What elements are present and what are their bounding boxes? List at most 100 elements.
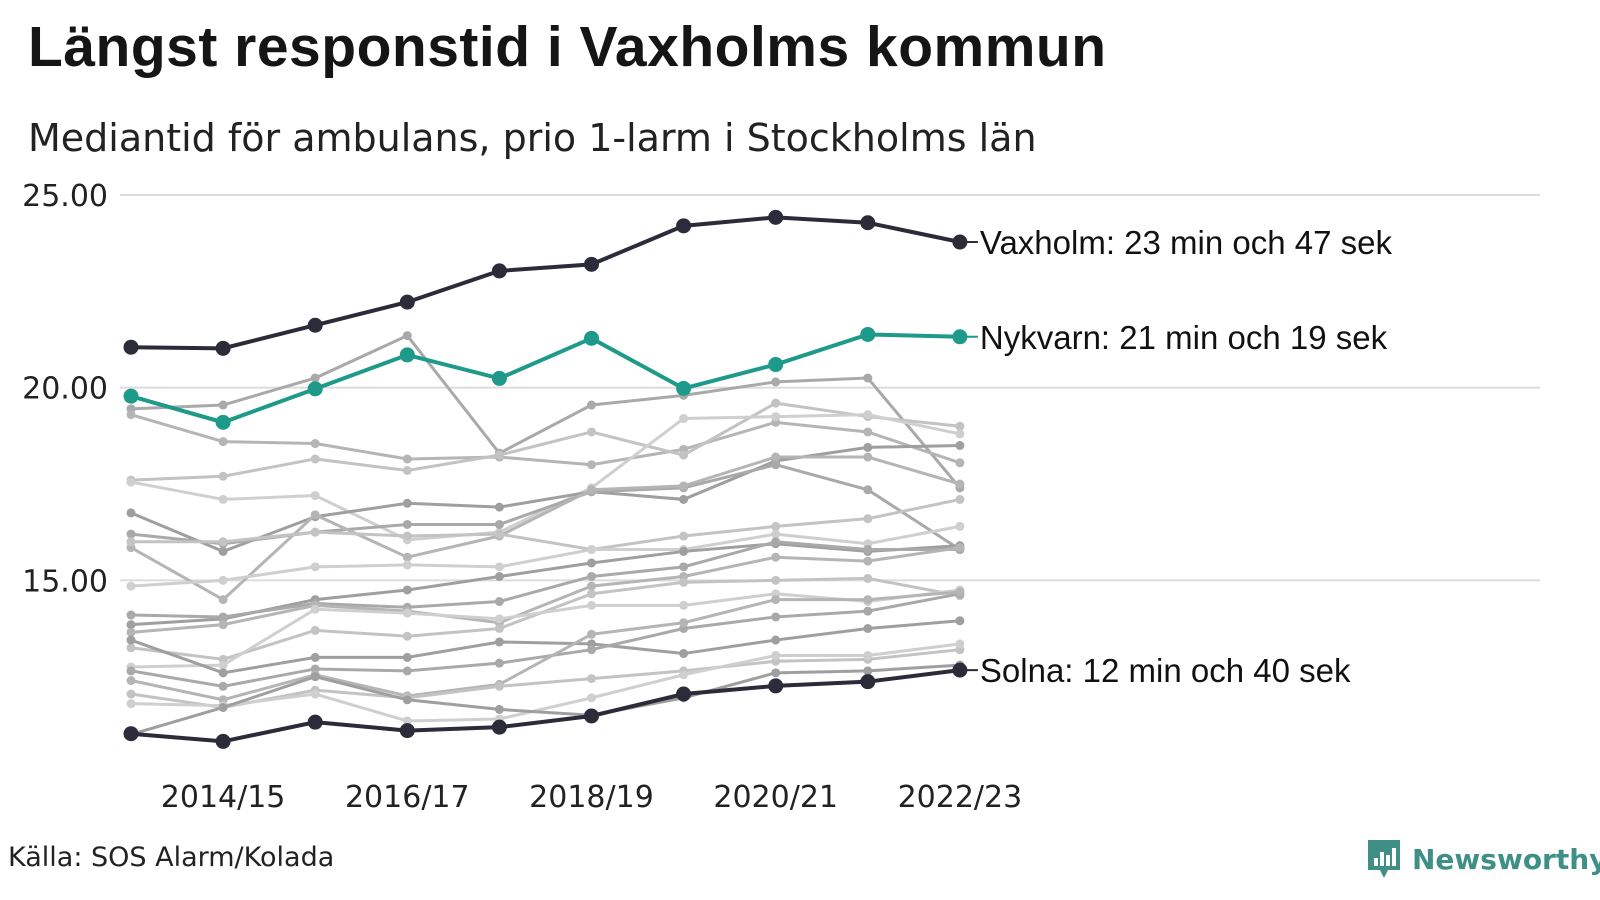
y-tick-label: 25.00 <box>22 179 108 214</box>
background-series-9 <box>126 539 965 630</box>
data-point <box>402 585 412 595</box>
series-line <box>130 443 960 554</box>
data-point <box>494 562 504 572</box>
data-point <box>771 650 781 660</box>
data-point <box>218 537 228 547</box>
data-point <box>768 357 784 373</box>
y-tick-label: 15.00 <box>22 564 108 599</box>
data-point <box>218 702 228 712</box>
data-point <box>955 639 965 649</box>
series-label-solna: Solna: 12 min och 40 sek <box>980 652 1351 689</box>
background-series-6 <box>126 452 965 605</box>
data-point <box>771 398 781 408</box>
data-point <box>863 427 873 437</box>
highlighted-series <box>123 209 968 749</box>
data-point <box>768 209 784 225</box>
data-point <box>402 560 412 570</box>
data-point <box>771 595 781 605</box>
data-point <box>494 450 504 460</box>
data-point <box>310 373 320 383</box>
newsworthy-logo-icon <box>1368 840 1400 878</box>
data-point <box>402 631 412 641</box>
data-point <box>863 650 873 660</box>
data-point <box>218 400 228 410</box>
data-point <box>399 347 415 363</box>
y-axis-ticks: 15.00 20.00 25.00 <box>22 179 108 599</box>
x-tick-label: 2016/17 <box>345 780 470 815</box>
data-point <box>126 666 136 676</box>
data-point <box>126 620 136 630</box>
data-point <box>310 562 320 572</box>
x-tick-label: 2022/23 <box>898 780 1023 815</box>
data-point <box>771 612 781 622</box>
data-point <box>218 546 228 556</box>
data-point <box>587 589 596 599</box>
line-chart: 15.00 20.00 25.00 2014/15 2016/17 2018/19 202… <box>22 179 1540 815</box>
data-point <box>310 439 320 449</box>
data-point <box>584 256 599 272</box>
data-point <box>863 545 873 555</box>
series-line <box>130 588 961 669</box>
data-point <box>863 485 873 495</box>
data-point <box>218 668 228 678</box>
data-point <box>863 573 873 583</box>
data-point <box>402 716 412 726</box>
data-point <box>310 527 320 537</box>
data-point <box>126 581 136 591</box>
data-point <box>399 294 415 310</box>
data-point <box>402 519 412 529</box>
series-line <box>130 619 961 675</box>
data-point <box>310 454 320 464</box>
data-point <box>587 558 596 568</box>
series-line <box>130 455 961 602</box>
data-point <box>126 410 136 420</box>
chart-title: Längst responstid i Vaxholms kommun <box>28 15 1107 79</box>
data-point <box>955 429 965 439</box>
data-point <box>679 649 689 659</box>
x-axis-ticks: 2014/15 2016/17 2018/19 2020/21 2022/23 <box>161 780 1022 815</box>
series-line <box>130 333 962 489</box>
data-point <box>584 330 599 346</box>
data-point <box>679 413 689 423</box>
newsworthy-logo[interactable]: Newsworthy <box>1366 838 1600 880</box>
data-point <box>402 454 412 464</box>
data-point <box>123 726 139 742</box>
data-point <box>126 643 136 653</box>
series-line <box>130 524 961 588</box>
data-point <box>676 686 692 702</box>
data-point <box>310 652 320 662</box>
series-line <box>130 540 960 619</box>
background-series-14 <box>126 616 965 678</box>
data-point <box>863 666 873 676</box>
series-line <box>130 463 961 551</box>
x-tick-label: 2020/21 <box>713 780 838 815</box>
data-point <box>123 388 139 404</box>
data-point <box>955 494 965 504</box>
series-line <box>130 668 961 744</box>
data-point <box>215 733 231 749</box>
data-point <box>771 537 781 547</box>
data-point <box>310 672 320 682</box>
data-point <box>126 689 136 699</box>
data-point <box>310 491 320 501</box>
series-solna <box>123 662 968 749</box>
data-point <box>587 645 596 655</box>
source-note: Källa: SOS Alarm/Kolada <box>8 842 335 873</box>
data-point <box>218 494 228 504</box>
series-line <box>130 413 961 542</box>
data-point <box>587 545 596 555</box>
data-point <box>587 427 596 437</box>
data-point <box>860 326 876 342</box>
data-point <box>402 666 412 676</box>
data-point <box>771 460 781 470</box>
data-point <box>955 479 965 489</box>
data-point <box>402 331 412 341</box>
data-point <box>771 412 781 422</box>
data-point <box>679 577 689 587</box>
data-point <box>587 600 596 610</box>
background-series-19 <box>126 660 965 739</box>
data-point <box>771 452 781 462</box>
data-point <box>679 562 689 572</box>
data-point <box>218 620 228 630</box>
data-point <box>679 618 689 628</box>
